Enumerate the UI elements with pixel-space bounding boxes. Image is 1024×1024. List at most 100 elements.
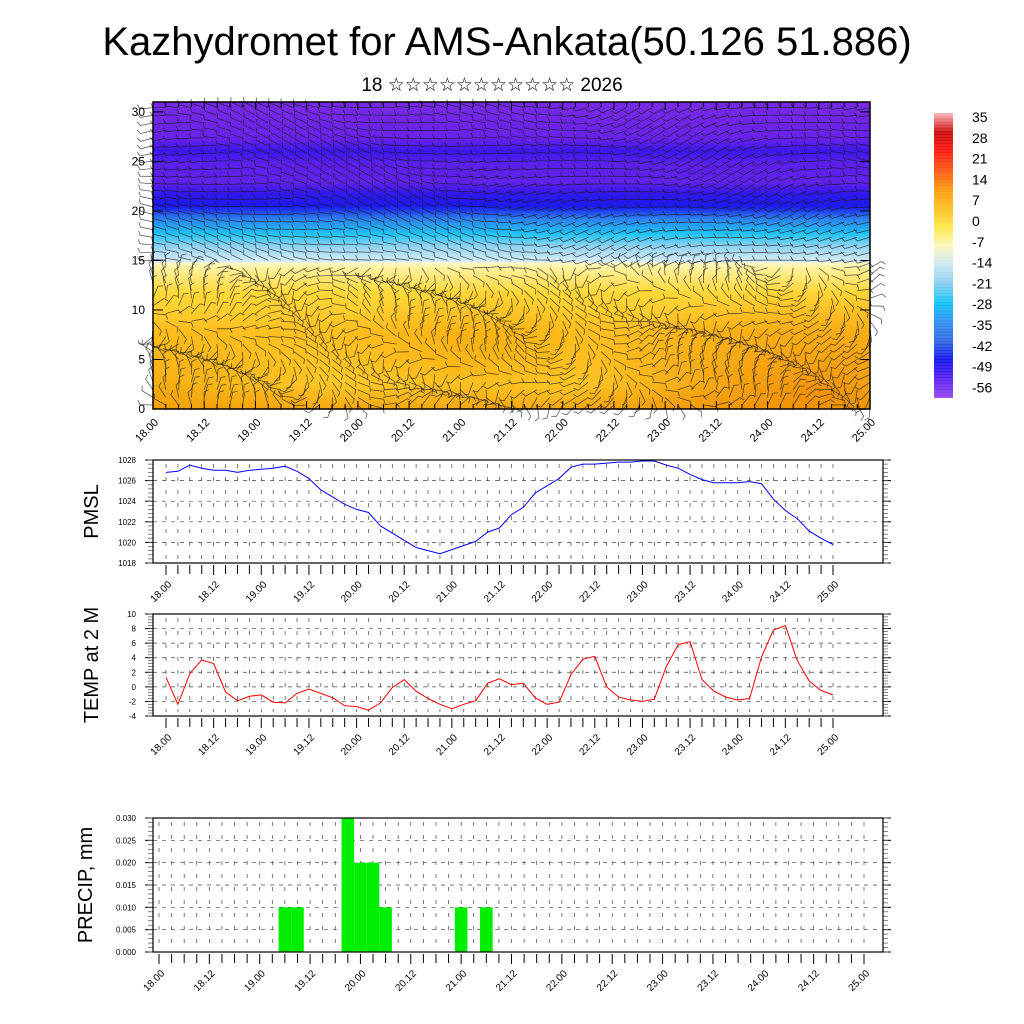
wind-barb (482, 166, 499, 172)
wind-barb (828, 214, 845, 219)
wind-barb (507, 298, 513, 315)
wind-barb (790, 256, 807, 261)
wind-barb (572, 229, 589, 236)
wind-barb (214, 164, 230, 170)
wind-barb (367, 343, 384, 349)
wind-barb (853, 112, 871, 118)
y-tick-label: 4 (132, 654, 137, 663)
wind-barb (601, 320, 616, 329)
wind-barb (191, 318, 208, 323)
x-tick-label: 21.12 (482, 579, 508, 605)
wind-barb (662, 218, 678, 224)
wind-barb (559, 189, 576, 195)
wind-barb (278, 224, 294, 231)
wind-barb (687, 302, 704, 308)
wind-barb (434, 298, 441, 314)
wind-barb (661, 252, 679, 258)
wind-barb (431, 275, 437, 292)
wind-barb (136, 158, 154, 164)
wind-barb (472, 298, 487, 309)
wind-barb (572, 171, 589, 177)
wind-barb (469, 188, 486, 194)
wind-barb (226, 179, 243, 185)
wind-barb (623, 244, 640, 251)
chart-subtitle: 18 ☆☆☆☆☆☆☆☆☆☆☆ 2026 (361, 75, 622, 96)
wind-barb (485, 320, 491, 337)
wind-barb (785, 343, 794, 359)
wind-barb (267, 351, 277, 367)
wind-barb (278, 209, 294, 215)
wind-barb (712, 205, 730, 210)
wind-barb (751, 320, 768, 326)
wind-barb (369, 328, 384, 337)
wind-barb (280, 251, 294, 261)
wind-barb (230, 112, 243, 124)
wind-barb (585, 188, 602, 194)
wind-barb (639, 351, 656, 360)
wind-barb (255, 249, 269, 261)
wind-barb (853, 244, 871, 250)
wind-barb (482, 203, 499, 209)
wind-barb (651, 347, 665, 360)
wind-barb (136, 151, 154, 157)
wind-barb (511, 326, 525, 337)
wind-barb (626, 358, 643, 364)
wind-barb (687, 196, 704, 202)
wind-barb (777, 310, 794, 315)
wind-barb (700, 160, 717, 169)
wind-barb (253, 160, 269, 169)
wind-barb (681, 313, 692, 327)
wind-barb (751, 234, 768, 240)
wind-barb (354, 336, 371, 341)
wind-barb (664, 253, 673, 268)
wind-barb (674, 182, 691, 188)
wind-barb (165, 320, 178, 333)
wind-barb (525, 320, 538, 333)
wind-barb (738, 213, 755, 219)
wind-barb (802, 157, 819, 163)
wind-barb (447, 307, 456, 322)
wind-barb (789, 198, 807, 206)
wind-barb (570, 343, 576, 360)
wind-barb (420, 176, 435, 185)
wind-barb (790, 206, 807, 213)
wind-barb (152, 298, 169, 307)
wind-barb (780, 351, 790, 366)
wind-barb (226, 194, 243, 200)
wind-barb (203, 383, 213, 398)
x-tick-label: 24.00 (720, 732, 746, 758)
wind-barb (636, 159, 653, 165)
wind-barb (780, 364, 795, 375)
wind-barb (793, 369, 810, 375)
wind-barb (280, 298, 291, 313)
wind-barb (384, 173, 397, 185)
wind-barb (716, 336, 731, 344)
wind-barb (383, 402, 400, 408)
wind-barb (533, 229, 551, 234)
wind-barb (777, 183, 794, 190)
wind-barb (629, 298, 640, 311)
wind-barb (419, 163, 435, 169)
wind-barb (217, 249, 230, 261)
wind-barb (572, 221, 589, 228)
wind-barb (790, 149, 807, 155)
wind-barb (191, 256, 204, 269)
wind-barb (462, 290, 474, 304)
wind-barb (434, 307, 444, 322)
wind-barb (610, 281, 627, 287)
wind-barb (203, 259, 220, 269)
wind-barb (715, 343, 721, 360)
wind-barb (164, 244, 179, 253)
wind-barb (371, 267, 384, 280)
wind-barb (844, 305, 851, 322)
wind-barb (421, 189, 435, 200)
wind-barb (472, 329, 480, 345)
wind-barb (282, 282, 295, 296)
wind-barb (428, 374, 436, 390)
wind-barb (716, 336, 732, 345)
wind-barb (397, 203, 410, 215)
wind-barb (726, 233, 743, 239)
precip-bar (379, 907, 392, 952)
wind-barb (393, 140, 410, 147)
wind-barb (739, 373, 745, 390)
